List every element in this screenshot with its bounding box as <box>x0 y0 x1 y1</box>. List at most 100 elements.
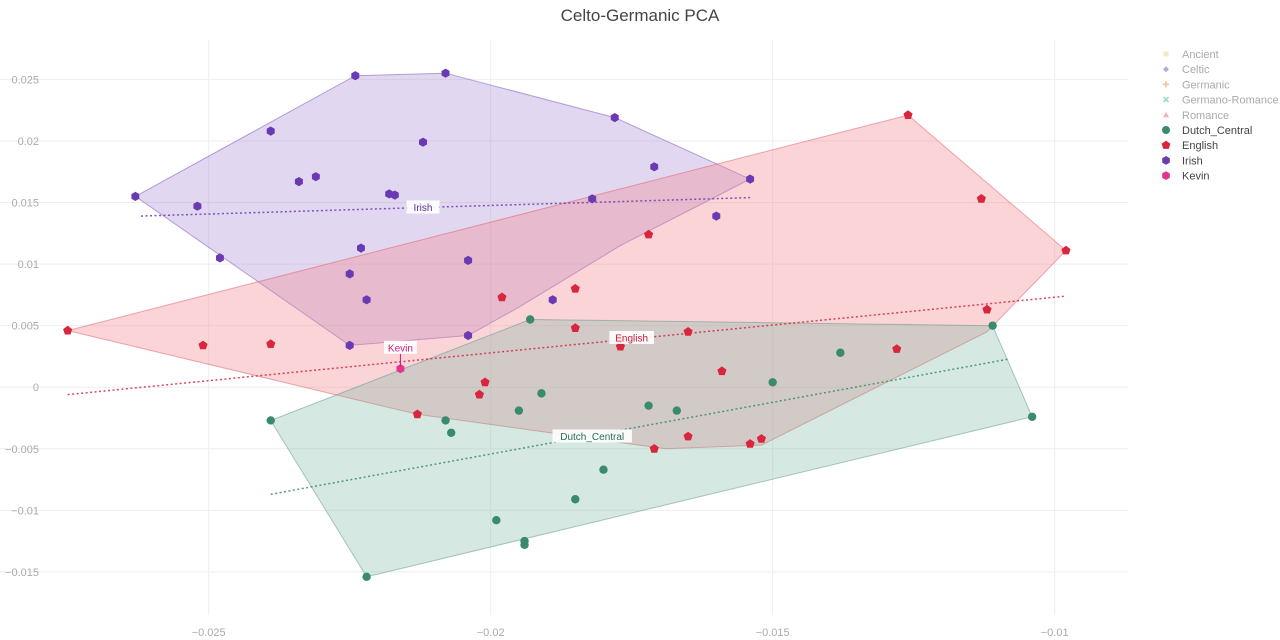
legend-label: Kevin <box>1182 171 1210 183</box>
dutch-central-point <box>644 401 653 410</box>
english-point <box>644 229 654 239</box>
irish-point <box>464 255 473 265</box>
english-trend-line <box>67 295 1067 396</box>
irish-point <box>266 126 275 136</box>
legend-marker <box>1163 51 1169 57</box>
irish-point <box>294 177 303 187</box>
legend-label: Celtic <box>1182 64 1210 76</box>
y-tick-label: −0.01 <box>11 505 39 517</box>
irish-point <box>588 194 597 204</box>
chart-title: Celto-Germanic PCA <box>561 6 720 25</box>
x-tick-label: −0.025 <box>192 627 226 639</box>
irish-point <box>650 162 659 172</box>
x-axis-ticks: −0.025 −0.02 −0.015 −0.01 <box>192 627 1069 639</box>
irish-point <box>131 191 140 201</box>
english-point <box>717 366 727 376</box>
english-hull <box>67 114 1067 450</box>
irish-point <box>712 211 721 221</box>
english-point <box>570 323 580 332</box>
dutch-central-point <box>266 416 275 425</box>
irish-point <box>193 201 202 211</box>
legend-item-germano-romance[interactable]: Germano-Romance <box>1162 95 1279 107</box>
legend-item-english[interactable]: English <box>1161 140 1218 152</box>
irish-point <box>419 137 427 147</box>
english-point <box>480 377 490 387</box>
irish-point <box>311 172 320 182</box>
y-tick-label: 0.015 <box>11 198 39 210</box>
irish-point <box>464 330 473 341</box>
legend[interactable]: Ancient Celtic Germanic Germano-Romance Roma… <box>1161 49 1279 183</box>
english-point <box>903 110 913 119</box>
dutch-central-point <box>571 495 580 504</box>
dutch-central-point <box>988 321 997 330</box>
grid-lines <box>0 40 1128 615</box>
irish-point <box>345 269 354 279</box>
irish-point <box>357 243 365 253</box>
legend-marker <box>1163 111 1169 118</box>
legend-label: Germano-Romance <box>1182 95 1279 107</box>
annotation-box <box>383 340 417 354</box>
legend-item-germanic[interactable]: Germanic <box>1163 79 1230 91</box>
dutch-central-point <box>447 428 456 437</box>
annotation-box <box>552 429 632 443</box>
dutch-central-point <box>599 465 608 474</box>
annotation-label: Irish <box>414 203 433 214</box>
english-point <box>756 434 766 443</box>
y-tick-label: −0.005 <box>5 444 39 456</box>
english-point <box>198 340 208 350</box>
legend-label: Romance <box>1182 110 1229 122</box>
legend-label: Dutch_Central <box>1182 125 1252 137</box>
dutch-central-point <box>492 515 501 525</box>
irish-point <box>746 174 755 184</box>
english-point <box>683 431 693 441</box>
legend-item-kevin[interactable]: Kevin <box>1162 171 1210 183</box>
legend-label: Irish <box>1182 155 1203 167</box>
legend-label: Germanic <box>1182 79 1230 91</box>
annotation-box <box>406 200 440 214</box>
dutch-central-point <box>514 406 524 415</box>
english-point <box>892 344 902 353</box>
legend-marker <box>1162 171 1170 180</box>
english-point <box>1061 245 1071 255</box>
y-tick-label: 0.005 <box>11 321 39 333</box>
english-point <box>683 327 693 336</box>
y-tick-label: 0 <box>33 382 39 394</box>
dutch-central-point <box>525 315 535 324</box>
annotation-label: Dutch_Central <box>560 432 624 443</box>
english-point <box>474 389 484 399</box>
english-point <box>412 409 422 419</box>
legend-item-ancient[interactable]: Ancient <box>1163 49 1219 61</box>
legend-label: English <box>1182 140 1218 152</box>
english-point <box>976 194 986 203</box>
x-tick-label: −0.02 <box>477 627 505 639</box>
dutch-central-point <box>768 378 777 387</box>
y-tick-label: 0.02 <box>18 136 39 148</box>
dutch-central-point <box>441 416 450 425</box>
irish-point <box>351 71 360 81</box>
legend-item-romance[interactable]: Romance <box>1163 110 1229 122</box>
legend-item-dutch-central[interactable]: Dutch_Central <box>1162 125 1252 137</box>
y-tick-label: 0.01 <box>18 259 39 271</box>
irish-point <box>441 68 450 78</box>
legend-item-celtic[interactable]: Celtic <box>1163 64 1210 76</box>
annotation-box <box>609 330 654 344</box>
x-tick-label: −0.015 <box>756 627 790 639</box>
english-point <box>570 283 580 293</box>
legend-marker <box>1162 126 1170 134</box>
irish-point <box>345 340 354 350</box>
english-point <box>649 444 659 453</box>
y-tick-label: 0.025 <box>11 74 39 86</box>
dutch-central-point <box>362 572 371 582</box>
english-point <box>497 292 507 302</box>
legend-marker <box>1161 140 1171 149</box>
irish-point <box>216 253 224 263</box>
english-point <box>266 339 276 348</box>
english-point <box>982 304 992 314</box>
irish-point <box>362 295 371 305</box>
english-point <box>63 325 73 335</box>
group-hulls <box>67 72 1067 578</box>
legend-item-irish[interactable]: Irish <box>1162 155 1203 167</box>
irish-point <box>548 295 557 305</box>
y-tick-label: −0.015 <box>5 567 39 579</box>
